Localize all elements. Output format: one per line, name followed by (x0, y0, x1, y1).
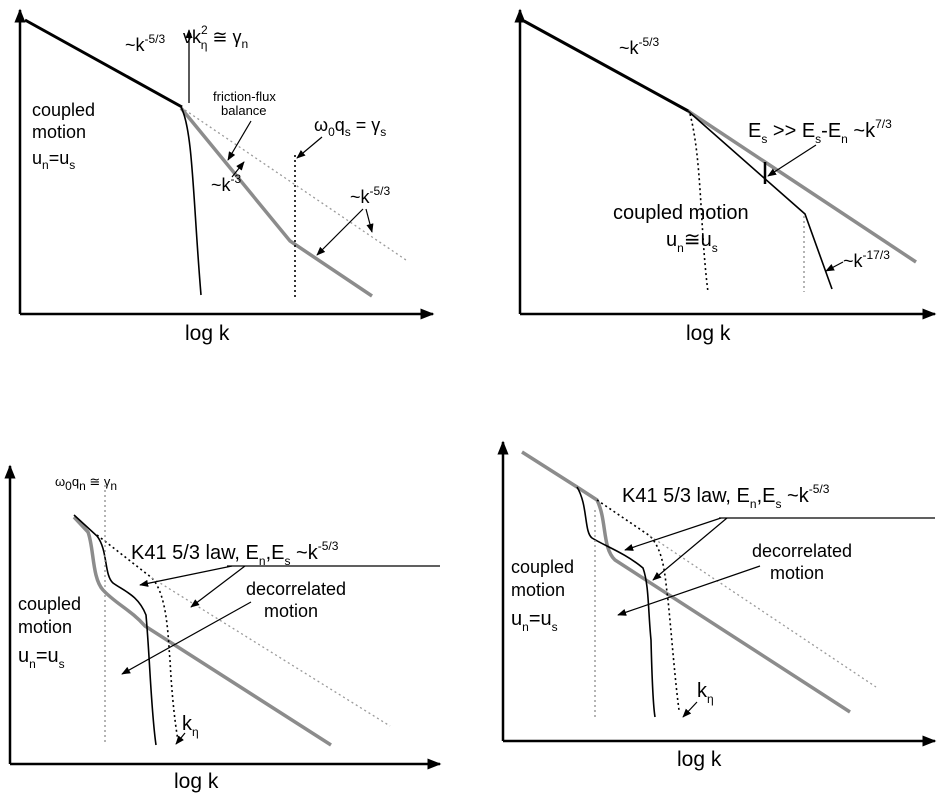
k53-pointer-left (316, 208, 364, 256)
k41-law-label: K41 5/3 law, En,Es ~k-5/3 (131, 539, 339, 568)
decorrelated-label: decorrelated (752, 541, 852, 561)
dotted-cutoff-curve (689, 113, 709, 293)
decorrelated-pointer (121, 601, 252, 675)
friction-flux-label: friction-flux (213, 89, 276, 104)
slope-label-k53: ~k-5/3 (619, 35, 660, 58)
normal-fluid-cutoff-curve (180, 106, 202, 296)
k-eta-label: kη (182, 713, 199, 739)
velocity-equality-label: un=us (18, 645, 65, 671)
coupled-label: coupled (32, 100, 95, 120)
k-eta-pointer (175, 732, 186, 745)
decorrelated-label: decorrelated (246, 579, 346, 599)
slope-label-k173: ~k-17/3 (843, 248, 890, 271)
decorrelated-motion-label: motion (770, 563, 824, 583)
omega-q-label: ω0qn ≅ γn (55, 474, 117, 493)
k41-law-label: K41 5/3 law, En,Es ~k-5/3 (622, 482, 830, 511)
dotted-spectrum-curve (596, 499, 680, 711)
slope-label-k53: ~k-5/3 (125, 32, 166, 55)
spectrum-inertial-line (24, 18, 183, 109)
motion-label: motion (32, 122, 86, 142)
black-spectrum-curve (576, 486, 656, 718)
slope-label-k53-right: ~k-5/3 (350, 184, 391, 207)
x-axis-label: log k (185, 322, 230, 345)
k-eta-pointer (682, 701, 698, 718)
coupled-label: coupled (18, 594, 81, 614)
x-axis-label: log k (677, 748, 722, 771)
slope-label-k3: ~k-3 (211, 172, 242, 195)
panel-top-left: log k ~k-5/3 νk2 η ≅ γn friction-flux bal… (14, 8, 435, 345)
velocity-equality-label: un=us (511, 608, 558, 634)
spectrum-black-branch (687, 110, 833, 290)
spectrum-grey-line (687, 109, 917, 264)
k-eta-label: kη (697, 680, 714, 706)
motion-label: motion (18, 617, 72, 637)
panel-bottom-right: log k K41 5/3 law, En,Es ~k-5/3 decorrel… (497, 440, 937, 771)
k53-extension-dotted (649, 535, 877, 688)
motion-label: motion (511, 580, 565, 600)
k41-pointer-right (190, 565, 246, 608)
k41-pointer-right (652, 517, 728, 581)
panel-bottom-left: log k ω0qn ≅ γn K41 5/3 law, En,Es ~k-5/… (4, 464, 442, 793)
panel-top-right: log k ~k-5/3 Es >> Es-En ~k7/3 coupled m… (514, 8, 937, 345)
spectrum-inertial-line (523, 19, 691, 114)
k173-pointer (825, 261, 844, 272)
omega-q-label: ω0qs = γs (314, 115, 386, 139)
cutoff-label: νk2 η ≅ γn (183, 23, 248, 52)
velocity-equality-label: un=us (32, 148, 75, 172)
energy-relation-label: Es >> Es-En ~k7/3 (748, 117, 892, 146)
grey-spectrum-curve (72, 515, 332, 747)
velocity-approx-label: un≅us (666, 229, 718, 255)
coupled-motion-label: coupled motion (613, 202, 749, 224)
energy-pointer (767, 144, 817, 177)
x-axis-label: log k (174, 770, 219, 793)
dotted-spectrum-curve (96, 534, 179, 741)
k41-pointer-left (624, 517, 722, 551)
k3-pointer (231, 161, 245, 178)
friction-flux-pointer (227, 120, 252, 161)
spectrum-grey-curve (179, 106, 373, 298)
omega-q-pointer (296, 136, 323, 159)
k53-pointer-right (365, 208, 374, 233)
decorrelated-motion-label: motion (264, 601, 318, 621)
coupled-label: coupled (511, 557, 574, 577)
decorrelated-pointer (617, 565, 761, 616)
k41-pointer-left (139, 565, 233, 587)
x-axis-label: log k (686, 322, 731, 345)
balance-label: balance (221, 103, 267, 118)
